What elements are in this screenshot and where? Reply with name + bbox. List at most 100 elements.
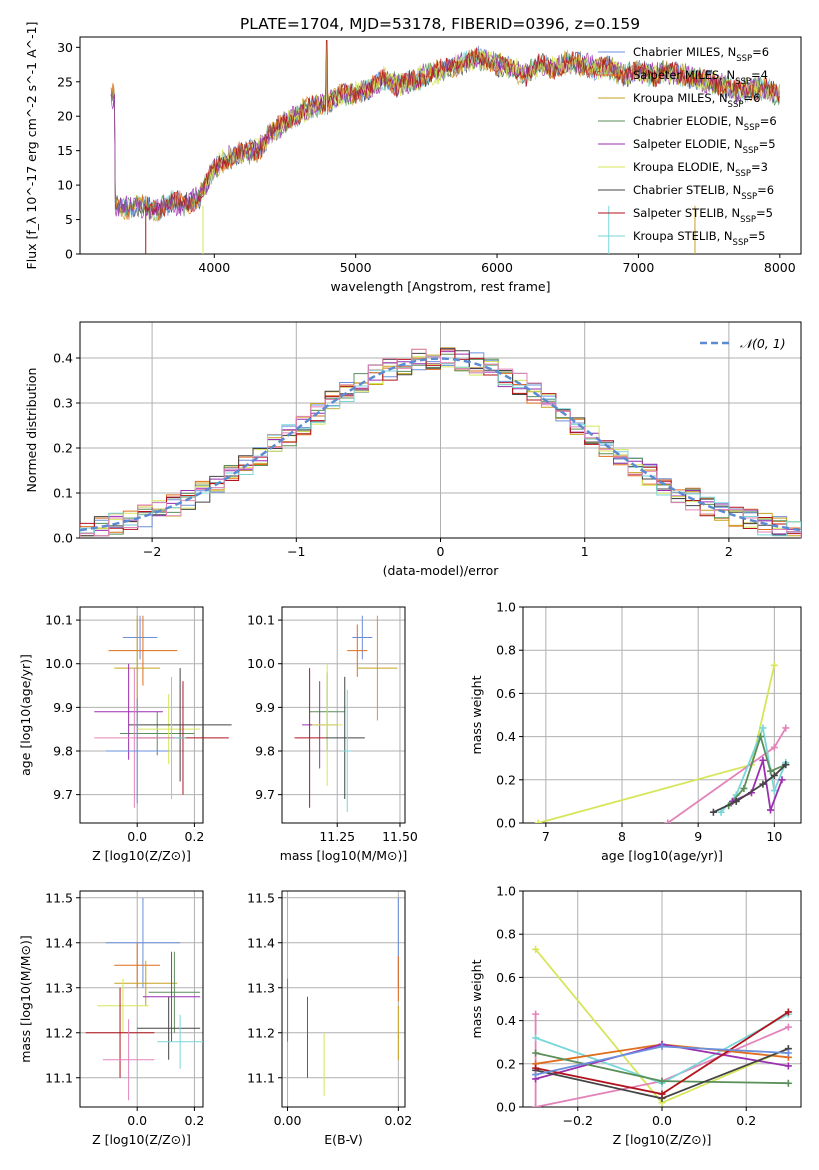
axes-mass_vs_Z: 0.0 0.2 11.1 11.2 11.3 11.4 11.5 Z [log10(Z/Z⊙)… [18,890,204,1147]
y-tick-label: 10 [57,178,73,193]
y-tick-label: 20 [57,109,73,124]
x-axis-label: mass [log10(M/M⊙)] [280,848,408,863]
errorbars [294,615,398,813]
y-tick-label: 0.8 [496,643,516,658]
normal-curve [80,357,801,532]
x-tick-label: 9 [694,829,702,844]
axes-frame [281,890,406,1108]
y-tick-label: 0.3 [53,396,73,411]
y-tick-label: 11.5 [45,890,73,905]
y-tick-label: 1.0 [496,600,516,615]
x-tick-label: 11.25 [319,829,355,844]
x-tick-label: 0.00 [274,1113,302,1128]
x-tick-label: −2 [143,544,161,559]
x-axis-label: Z [log10(Z/Z⊙)] [92,1132,191,1147]
axes-age_vs_Z: 0.0 0.2 9.7 9.8 9.9 10.0 10.1 Z [log10(Z/Z⊙)] ag… [18,606,232,863]
y-tick-label: 0.0 [496,816,516,831]
y-tick-label: 15 [57,143,73,158]
y-tick-label: 0.4 [53,351,73,366]
histograms [80,347,801,538]
weight-marker [709,808,717,816]
y-tick-label: 0.2 [496,772,516,787]
axes-frame [522,606,802,824]
y-tick-label: 0.0 [53,531,73,546]
y-tick-label: 0.4 [496,729,516,744]
x-tick-label: 6000 [481,260,513,275]
weight-marker [740,784,748,792]
weight-lines [532,945,792,1107]
weight-marker [658,1090,666,1098]
y-tick-label: 10.1 [247,613,275,628]
y-tick-label: 10.0 [45,656,73,671]
weight-marker [664,819,672,823]
y-tick-label: 11.2 [247,1025,275,1040]
x-tick-label: 0.2 [736,1113,756,1128]
weight-marker [770,787,778,795]
weight-marker [784,1008,792,1016]
x-tick-label: 11.50 [382,829,418,844]
errorbars [85,897,203,1101]
y-tick-label: 11.1 [247,1070,275,1085]
y-tick-label: 11.4 [45,935,73,950]
x-tick-label: 2 [725,544,733,559]
y-tick-label: 11.3 [45,980,73,995]
weight-marker [532,1049,540,1057]
y-tick-label: 0.6 [496,686,516,701]
axes-frame [281,606,406,824]
x-tick-label: 0.2 [184,829,204,844]
y-tick-label: 1.0 [496,884,516,899]
y-tick-label: 9.8 [255,744,275,759]
y-tick-label: 9.8 [53,744,73,759]
weight-marker [767,767,775,775]
y-axis-label: mass [log10(M/M⊙)] [18,935,33,1063]
x-tick-label: 7 [542,829,550,844]
y-tick-label: 0.2 [496,1056,516,1071]
x-tick-label: 0.2 [184,1113,204,1128]
weight-marker [759,756,767,764]
weight-marker [534,819,542,823]
weight-marker [778,776,786,784]
axes-frame [522,890,802,1108]
weight-marker [658,1043,666,1051]
weight-marker [532,1103,540,1107]
weight-marker [770,661,778,669]
y-tick-label: 11.2 [45,1025,73,1040]
weight-marker [532,1071,540,1079]
y-tick-label: 9.9 [53,700,73,715]
x-axis-label: age [log10(age/yr)] [601,848,723,863]
x-axis-label: E(B-V) [324,1132,363,1147]
x-tick-label: 10 [766,829,782,844]
x-tick-label: −1 [287,544,305,559]
y-tick-label: 11.5 [247,890,275,905]
weight-marker [767,806,775,814]
histogram-series [80,348,801,538]
weight-lines [534,661,790,823]
x-tick-label: 7000 [623,260,655,275]
axes-spectrum: 4000 5000 6000 7000 8000 0 5 10 15 20 25 30 waveleng… [24,22,802,294]
weight-marker [770,771,778,779]
y-tick-label: 0.0 [496,1100,516,1115]
x-axis-label: (data-model)/error [383,563,500,578]
weight-marker [784,1062,792,1070]
axes-mass_weight_vs_Z: −0.2 0.0 0.2 0.0 0.2 0.4 0.6 0.8 1.0 Z [log10(Z/Z… [469,884,802,1147]
weight-marker [782,724,790,732]
weight-marker [757,733,765,741]
errorbars [94,615,232,808]
x-tick-label: 0.0 [127,1113,147,1128]
y-axis-label: mass weight [469,675,484,754]
weight-marker [532,1010,540,1018]
y-tick-label: 0.2 [53,441,73,456]
weight-marker [532,945,540,953]
x-axis-label: Z [log10(Z/Z⊙)] [613,1132,712,1147]
y-tick-label: 9.9 [255,700,275,715]
spectrum-lines [110,40,781,254]
weight-marker [717,808,725,816]
x-tick-label: 0.0 [127,829,147,844]
weight-marker [759,724,767,732]
x-tick-label: 1 [581,544,589,559]
weight-marker [784,1023,792,1031]
y-tick-label: 25 [57,74,73,89]
axes-frame [79,890,204,1108]
axes-mass_weight_vs_age: 7 8 9 10 0.0 0.2 0.4 0.6 0.8 1.0 age [log10(age/yr… [469,600,802,863]
